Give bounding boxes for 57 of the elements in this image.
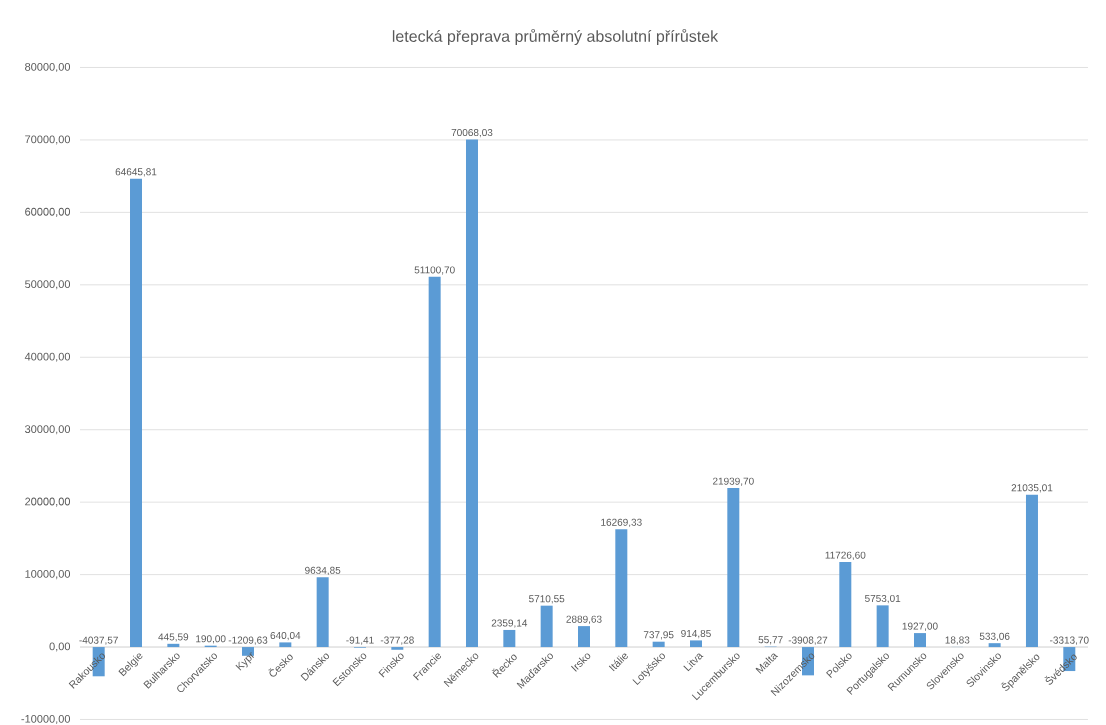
- data-label: 55,77: [758, 636, 783, 645]
- bar: [876, 605, 889, 648]
- data-label: 533,06: [979, 632, 1010, 641]
- data-label: 914,85: [681, 629, 711, 639]
- data-label: 737,95: [643, 631, 674, 640]
- y-tick-label: 70000,00: [25, 135, 71, 145]
- bar: [279, 642, 292, 648]
- y-tick-label: 30000,00: [25, 425, 71, 435]
- data-label: 11726,60: [825, 551, 866, 560]
- data-label: 2359,14: [491, 619, 528, 628]
- y-tick-label: 60000,00: [25, 207, 71, 217]
- bar: [167, 643, 180, 648]
- bar: [615, 529, 628, 648]
- data-label: 70068,03: [451, 128, 493, 138]
- bar: [727, 488, 740, 648]
- data-label: 190,00: [196, 635, 226, 644]
- data-label: 16269,33: [601, 518, 642, 527]
- data-label: 18,83: [945, 636, 970, 645]
- data-label: 445,59: [158, 633, 189, 642]
- y-tick-label: 20000,00: [25, 497, 71, 507]
- data-label: 21035,01: [1011, 484, 1053, 493]
- bar: [913, 633, 926, 648]
- data-label: 51100,70: [414, 266, 455, 275]
- y-tick-label: 80000,00: [25, 62, 71, 73]
- data-label: 5753,01: [864, 594, 901, 604]
- chart-title: letecká přeprava průměrný absolutní přírůstek: [392, 28, 719, 46]
- y-tick-label: 0,00: [49, 642, 71, 652]
- data-label: 1927,00: [902, 622, 938, 631]
- data-label: -3313,70: [1050, 636, 1089, 645]
- data-label: 640,04: [270, 631, 301, 641]
- bar: [130, 178, 143, 648]
- data-label: 5710,55: [528, 595, 565, 604]
- bar: [466, 139, 478, 648]
- data-label: 21939,70: [712, 477, 754, 486]
- bar: [652, 641, 665, 648]
- data-label: -1209,63: [228, 636, 268, 645]
- y-tick-label: -10000,00: [21, 714, 71, 725]
- bar: [540, 605, 553, 648]
- bar: [577, 626, 590, 648]
- bar: [391, 647, 404, 650]
- data-label: 9634,85: [305, 566, 341, 576]
- y-tick-label: 50000,00: [25, 280, 71, 290]
- data-label: 2889,63: [566, 615, 602, 624]
- bar: [988, 643, 1001, 648]
- data-label: 64645,81: [115, 168, 157, 177]
- bar: [316, 577, 329, 648]
- bar: [428, 276, 441, 648]
- bar: [503, 629, 516, 648]
- data-label: -4037,57: [79, 636, 118, 645]
- data-label: -377,28: [380, 636, 414, 645]
- bar: [1025, 494, 1038, 648]
- data-label: -91,41: [346, 636, 374, 645]
- y-tick-label: 40000,00: [24, 352, 71, 362]
- bar: [839, 562, 852, 648]
- data-label: -3908,27: [788, 636, 828, 645]
- bar: [689, 640, 702, 648]
- y-tick-label: 10000,00: [25, 570, 71, 580]
